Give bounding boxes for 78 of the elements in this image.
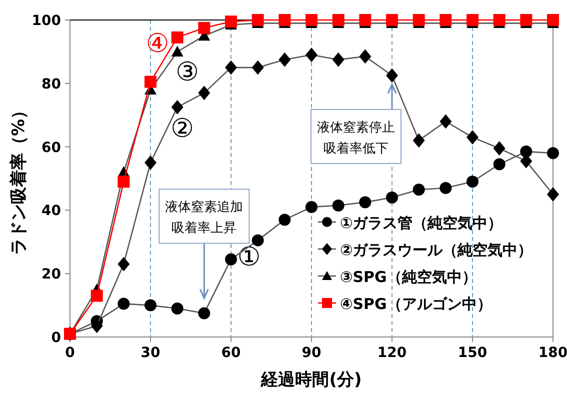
point bbox=[171, 100, 184, 114]
point bbox=[144, 299, 156, 312]
point bbox=[547, 147, 559, 160]
point bbox=[252, 14, 264, 26]
point bbox=[225, 16, 237, 28]
legend-label: ①ガラス管（純空気中） bbox=[340, 214, 503, 232]
point bbox=[118, 256, 130, 272]
y-tick-label: 60 bbox=[42, 140, 62, 156]
point bbox=[118, 176, 130, 188]
point bbox=[440, 14, 452, 26]
point bbox=[171, 31, 184, 44]
point bbox=[306, 201, 318, 214]
y-tick-label: 0 bbox=[51, 330, 62, 346]
y-tick-label: 100 bbox=[32, 13, 62, 29]
point bbox=[332, 52, 344, 67]
point bbox=[493, 141, 506, 156]
annotation: 液体窒素停止吸着率低下 bbox=[317, 119, 395, 156]
point bbox=[493, 158, 506, 170]
point bbox=[332, 14, 344, 26]
x-tick-label: 0 bbox=[65, 345, 76, 361]
y-tick-label: 20 bbox=[42, 266, 62, 283]
point bbox=[332, 199, 344, 212]
point bbox=[412, 133, 425, 148]
point bbox=[412, 14, 425, 26]
point bbox=[90, 318, 103, 334]
legend-label: ②ガラスウール（純空気中） bbox=[340, 241, 533, 259]
x-tick-label: 120 bbox=[377, 345, 407, 361]
point bbox=[386, 192, 398, 204]
point bbox=[225, 60, 237, 75]
annotation: ③ bbox=[176, 58, 199, 88]
point bbox=[198, 86, 210, 100]
point bbox=[440, 182, 452, 194]
annotation: ④ bbox=[146, 28, 170, 59]
annotation: ② bbox=[170, 114, 194, 144]
point bbox=[252, 234, 264, 246]
x-tick-label: 30 bbox=[140, 345, 160, 361]
legend-label: ④SPG（アルゴン中） bbox=[340, 295, 492, 313]
point bbox=[118, 298, 130, 310]
point bbox=[493, 14, 506, 26]
point bbox=[359, 196, 372, 208]
point bbox=[252, 60, 264, 75]
x-tick-label: 90 bbox=[302, 345, 322, 361]
point bbox=[306, 14, 318, 26]
point bbox=[198, 22, 210, 34]
point bbox=[359, 14, 372, 26]
x-tick-label: 150 bbox=[458, 345, 488, 361]
point bbox=[520, 146, 532, 158]
point bbox=[144, 155, 156, 170]
point bbox=[144, 76, 156, 88]
point bbox=[520, 14, 532, 26]
point bbox=[278, 52, 291, 67]
point bbox=[466, 176, 478, 188]
point bbox=[466, 14, 478, 26]
y-tick-label: 40 bbox=[42, 203, 62, 220]
point bbox=[171, 46, 184, 56]
point bbox=[306, 48, 318, 62]
point bbox=[225, 253, 237, 266]
point bbox=[278, 14, 291, 26]
point bbox=[278, 214, 291, 226]
x-axis-title: 経過時間(分) bbox=[260, 370, 362, 390]
x-tick-label: 180 bbox=[538, 345, 567, 361]
annotation: 液体窒素追加吸着率上昇 bbox=[165, 199, 244, 236]
point bbox=[547, 187, 559, 202]
y-tick-label: 80 bbox=[42, 76, 62, 92]
point bbox=[171, 302, 184, 314]
y-axis-title: ラドン吸着率（%） bbox=[9, 102, 29, 256]
point bbox=[386, 14, 398, 26]
point bbox=[440, 114, 452, 129]
x-tick-label: 60 bbox=[221, 345, 241, 361]
legend-label: ③SPG（純空気中） bbox=[340, 268, 477, 286]
point bbox=[90, 290, 103, 302]
point bbox=[466, 130, 478, 144]
point bbox=[547, 14, 559, 26]
point bbox=[198, 307, 210, 320]
point bbox=[359, 49, 372, 64]
point bbox=[386, 68, 398, 83]
point bbox=[412, 184, 425, 196]
annotation: ① bbox=[237, 242, 261, 272]
